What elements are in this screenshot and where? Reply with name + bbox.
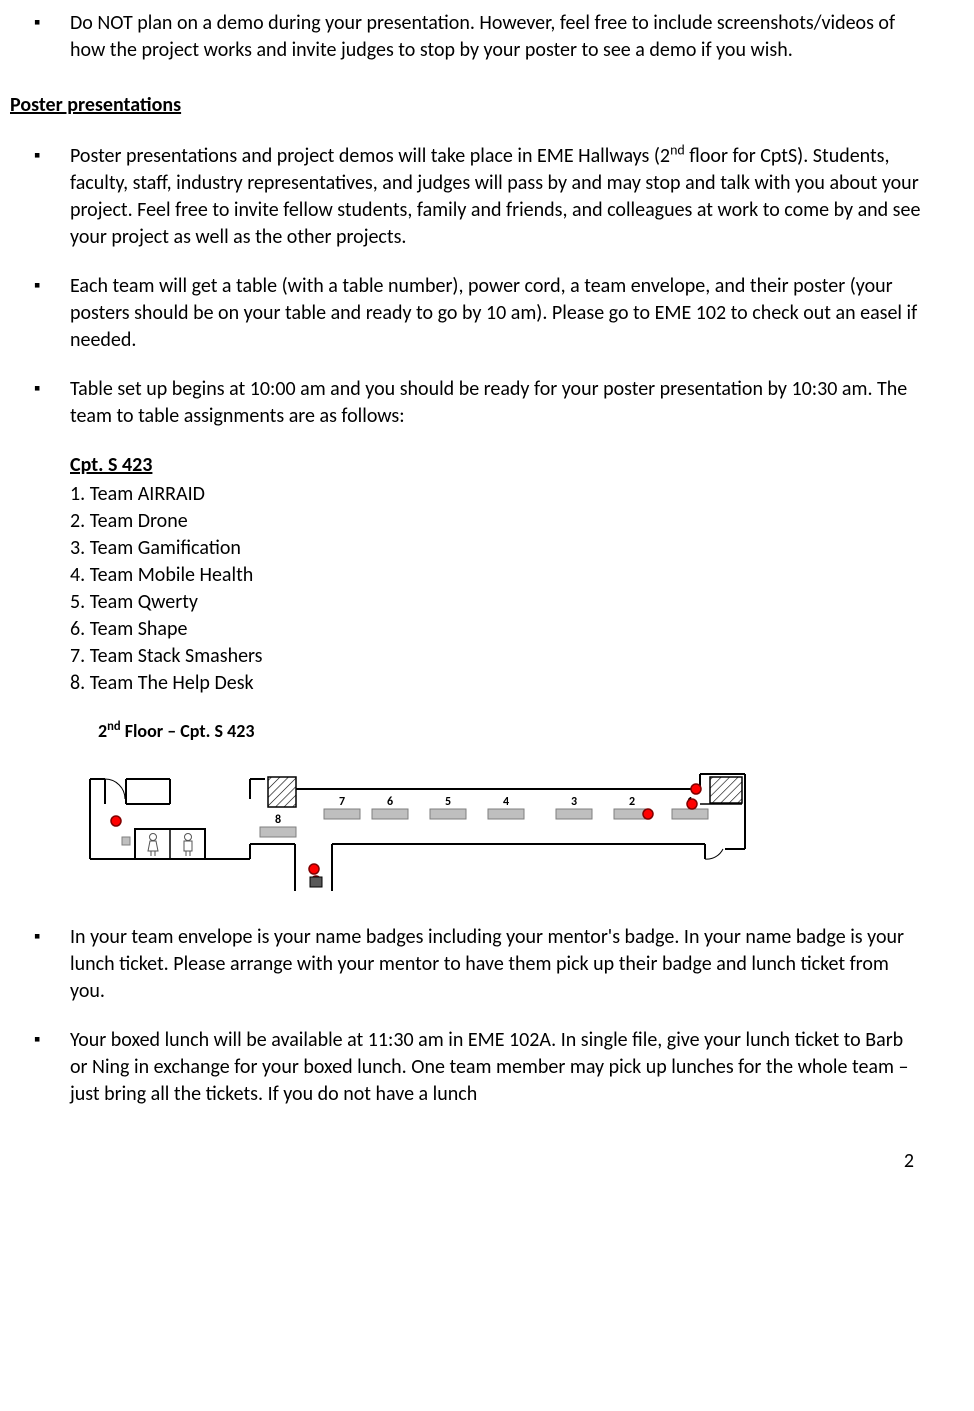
svg-text:7: 7 bbox=[339, 795, 345, 809]
course-heading: Cpt. S 423 bbox=[70, 452, 924, 479]
page-number: 2 bbox=[10, 1148, 924, 1175]
svg-text:2: 2 bbox=[629, 795, 635, 809]
lower-bullet-list: In your team envelope is your name badge… bbox=[10, 924, 924, 1108]
intro-bullet-text: Do NOT plan on a demo during your presen… bbox=[70, 11, 895, 62]
intro-bullet-list: Do NOT plan on a demo during your presen… bbox=[10, 10, 924, 64]
diagram-title: 2nd Floor – Cpt. S 423 bbox=[98, 719, 924, 743]
team-8: 8. Team The Help Desk bbox=[70, 670, 924, 697]
bullet-lunch: Your boxed lunch will be available at 11… bbox=[10, 1027, 924, 1108]
poster-bullet-list: Poster presentations and project demos w… bbox=[10, 143, 924, 697]
poster-heading: Poster presentations bbox=[10, 92, 924, 119]
bullet-timing-text: Table set up begins at 10:00 am and you … bbox=[70, 377, 907, 428]
floorplan-diagram: 12345678 bbox=[70, 749, 750, 894]
floor-diagram-section: 2nd Floor – Cpt. S 423 12345678 bbox=[70, 719, 924, 894]
bullet-table-setup: Each team will get a table (with a table… bbox=[10, 273, 924, 354]
bullet-location: Poster presentations and project demos w… bbox=[10, 143, 924, 251]
svg-text:4: 4 bbox=[503, 795, 509, 809]
diagram-title-pre: 2 bbox=[98, 720, 107, 742]
bullet-location-sup: nd bbox=[670, 141, 685, 158]
svg-text:6: 6 bbox=[387, 795, 393, 809]
intro-bullet: Do NOT plan on a demo during your presen… bbox=[10, 10, 924, 64]
svg-text:5: 5 bbox=[445, 795, 451, 809]
bullet-envelope: In your team envelope is your name badge… bbox=[10, 924, 924, 1005]
bullet-timing: Table set up begins at 10:00 am and you … bbox=[10, 376, 924, 697]
team-5: 5. Team Qwerty bbox=[70, 589, 924, 616]
team-1: 1. Team AIRRAID bbox=[70, 481, 924, 508]
team-list: 1. Team AIRRAID 2. Team Drone 3. Team Ga… bbox=[70, 481, 924, 697]
team-4: 4. Team Mobile Health bbox=[70, 562, 924, 589]
bullet-location-pre: Poster presentations and project demos w… bbox=[70, 144, 670, 168]
team-7: 7. Team Stack Smashers bbox=[70, 643, 924, 670]
team-3: 3. Team Gamification bbox=[70, 535, 924, 562]
diagram-title-post: Floor – Cpt. S 423 bbox=[121, 720, 255, 742]
team-2: 2. Team Drone bbox=[70, 508, 924, 535]
team-6: 6. Team Shape bbox=[70, 616, 924, 643]
svg-text:3: 3 bbox=[571, 795, 577, 809]
diagram-title-sup: nd bbox=[107, 719, 121, 734]
svg-text:8: 8 bbox=[275, 813, 281, 827]
